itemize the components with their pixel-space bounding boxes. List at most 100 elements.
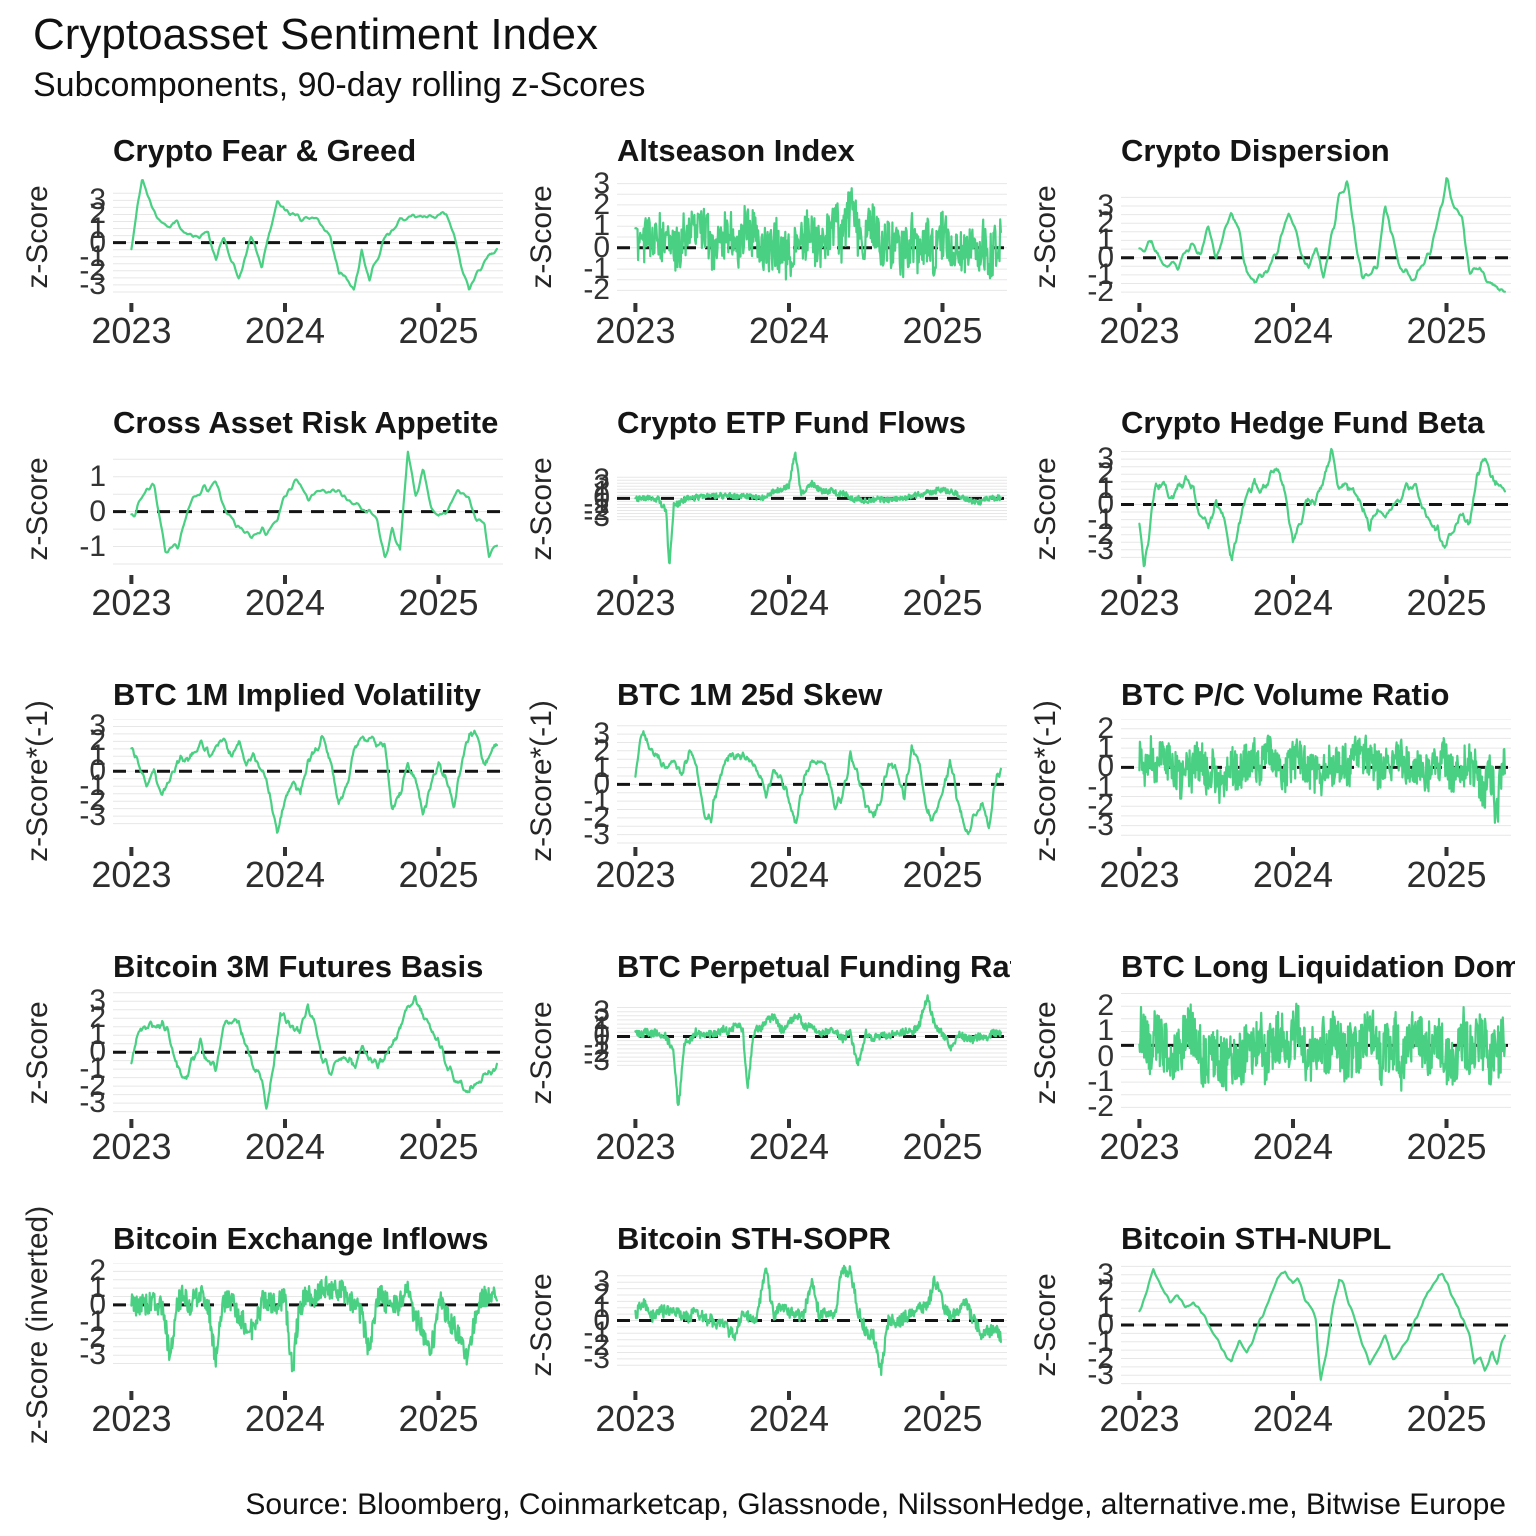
- y-tick-label: 3: [89, 709, 106, 743]
- x-tick-label: 2024: [244, 310, 325, 351]
- page-title: Cryptoasset Sentiment Index: [33, 10, 598, 59]
- y-tick-label: 2: [1097, 457, 1114, 491]
- chart-svg: [617, 994, 1007, 1128]
- y-tick-label: -2: [1087, 275, 1114, 309]
- panel-altseason-index: Altseason Index z-Score 3 2 1 0 -1 -2 2023 2024 20…: [504, 133, 1008, 405]
- x-tick-label: 2023: [91, 1126, 172, 1167]
- y-tick-label: -3: [583, 499, 610, 533]
- x-tick-label: 2023: [595, 854, 676, 895]
- y-tick-label: 3: [1097, 1257, 1114, 1291]
- chart-svg: [113, 450, 503, 584]
- x-tick-label: 2025: [902, 1126, 983, 1167]
- y-tick-label: -3: [583, 817, 610, 851]
- y-tick-label: 3: [593, 994, 610, 1028]
- panel-title: BTC 1M Implied Volatility: [113, 677, 482, 712]
- panel-title: Bitcoin 3M Futures Basis: [113, 949, 484, 984]
- y-tick-label: 2: [89, 197, 106, 231]
- x-tick-label: 2025: [902, 1398, 983, 1439]
- y-tick-label: 0: [593, 1019, 610, 1053]
- y-tick-label: -1: [583, 1027, 610, 1061]
- panel-bitcoin-sth-nupl: Bitcoin STH-NUPL z-Score 3 2 1 0 -1 -2 -3 2023 202…: [1008, 1221, 1512, 1493]
- y-tick-label: -1: [79, 1304, 106, 1338]
- y-axis-ticks: 3 2 1 0 -1 -2 -3: [560, 719, 610, 850]
- series-line: [1138, 447, 1506, 568]
- y-tick-label: 1: [1097, 223, 1114, 257]
- y-tick-label: 2: [593, 187, 610, 221]
- y-tick-label: 3: [89, 984, 106, 1018]
- x-tick-label: 2023: [595, 310, 676, 351]
- y-tick-label: -2: [1087, 1341, 1114, 1375]
- panel-btc-p-c-volume-ratio: BTC P/C Volume Ratio z-Score*(-1) 2 1 0 -1 -2-…: [1008, 677, 1512, 949]
- chart-svg: [617, 183, 1007, 312]
- y-tick-label: -1: [1087, 1065, 1114, 1099]
- x-tick-label: 2025: [902, 310, 983, 351]
- y-tick-label: 1: [1097, 731, 1114, 765]
- chart-svg: [1121, 177, 1511, 312]
- panel-title: Bitcoin Exchange Inflows: [113, 1221, 489, 1256]
- y-tick-label: 0: [89, 1035, 106, 1069]
- y-tick-label: -3: [79, 267, 106, 301]
- panel-title: Crypto Hedge Fund Beta: [1121, 405, 1485, 440]
- series-line: [634, 994, 1002, 1106]
- x-tick-label: 2023: [1099, 1126, 1180, 1167]
- y-tick-label: -2: [583, 493, 610, 527]
- x-tick-label: 2025: [398, 1126, 479, 1167]
- y-tick-label: 1: [593, 1011, 610, 1045]
- y-tick-label: 0: [593, 481, 610, 515]
- y-tick-label: -2: [583, 800, 610, 834]
- y-tick-label: -3: [583, 1341, 610, 1375]
- series-line: [634, 1264, 1002, 1376]
- y-tick-label: 1: [1097, 472, 1114, 506]
- series-line: [1138, 734, 1506, 824]
- x-tick-label: 2023: [1099, 854, 1180, 895]
- y-axis-ticks: 3 2 1 0 -1 -2 -3: [56, 711, 106, 843]
- panel-bitcoin-exchange-inflows: Bitcoin Exchange Inflows z-Score (inverte…: [0, 1206, 504, 1493]
- y-tick-label: -1: [1087, 502, 1114, 536]
- y-axis-ticks: 3 2 1 0 -1 -2 -3: [560, 1263, 610, 1387]
- y-tick-label: 0: [89, 494, 106, 528]
- y-tick-label: 2: [89, 1001, 106, 1035]
- x-tick-label: 2023: [595, 1126, 676, 1167]
- y-tick-label: 0: [1097, 1039, 1114, 1073]
- x-tick-label: 2024: [244, 1126, 325, 1167]
- y-tick-label: -1: [583, 784, 610, 818]
- panel-btc-1m-25d-skew: BTC 1M 25d Skew z-Score*(-1) 3 2 1 0 -1 -2 -3 202…: [504, 677, 1008, 949]
- y-tick-label: -1: [583, 487, 610, 521]
- x-tick-label: 2025: [902, 854, 983, 895]
- y-tick-label: 0: [593, 767, 610, 801]
- panel-title: Crypto Fear & Greed: [113, 133, 417, 168]
- x-tick-label: 2023: [595, 1398, 676, 1439]
- chart-svg: [617, 451, 1007, 584]
- y-tick-label: 0: [1097, 750, 1114, 784]
- x-tick-label: 2023: [91, 310, 172, 351]
- x-tick-label: 2025: [1406, 1126, 1487, 1167]
- x-tick-label: 2024: [1252, 582, 1333, 623]
- y-tick-label: -3: [79, 1338, 106, 1372]
- x-tick-label: 2024: [748, 854, 829, 895]
- x-tick-label: 2025: [1406, 854, 1487, 895]
- y-tick-label: -2: [1087, 517, 1114, 551]
- chart-svg: [113, 719, 503, 856]
- y-tick-label: 1: [593, 475, 610, 509]
- chart-svg: [1121, 447, 1511, 584]
- y-tick-label: 0: [593, 230, 610, 264]
- x-tick-label: 2024: [1252, 854, 1333, 895]
- y-tick-label: -1: [79, 1052, 106, 1086]
- panel-btc-perpetual-funding-rate: BTC Perpetual Funding Rate z-Score 3 2 1 0 -1-…: [525, 949, 1011, 1167]
- x-tick-label: 2023: [91, 854, 172, 895]
- y-tick-label: 0: [89, 225, 106, 259]
- y-axis-ticks: 3 2 1 0 -1 -2 -3: [56, 986, 106, 1118]
- x-tick-label: 2025: [1406, 310, 1487, 351]
- panel-title: BTC 1M 25d Skew: [617, 677, 883, 712]
- chart-svg: [617, 1264, 1007, 1400]
- series-line: [130, 1275, 498, 1373]
- y-tick-label: 1: [89, 1271, 106, 1305]
- y-tick-label: 1: [89, 739, 106, 773]
- series-line: [130, 450, 498, 559]
- y-tick-label: 2: [593, 1002, 610, 1036]
- y-tick-label: 2: [593, 733, 610, 767]
- y-axis-ticks: 3 2 1 0 -1 -2 -3: [560, 991, 610, 1115]
- y-tick-label: -1: [79, 239, 106, 273]
- y-tick-label: -2: [583, 1329, 610, 1363]
- panel-crypto-dispersion: Crypto Dispersion z-Score 3 2 1 0 -1 -2 2023 2024…: [1008, 133, 1512, 405]
